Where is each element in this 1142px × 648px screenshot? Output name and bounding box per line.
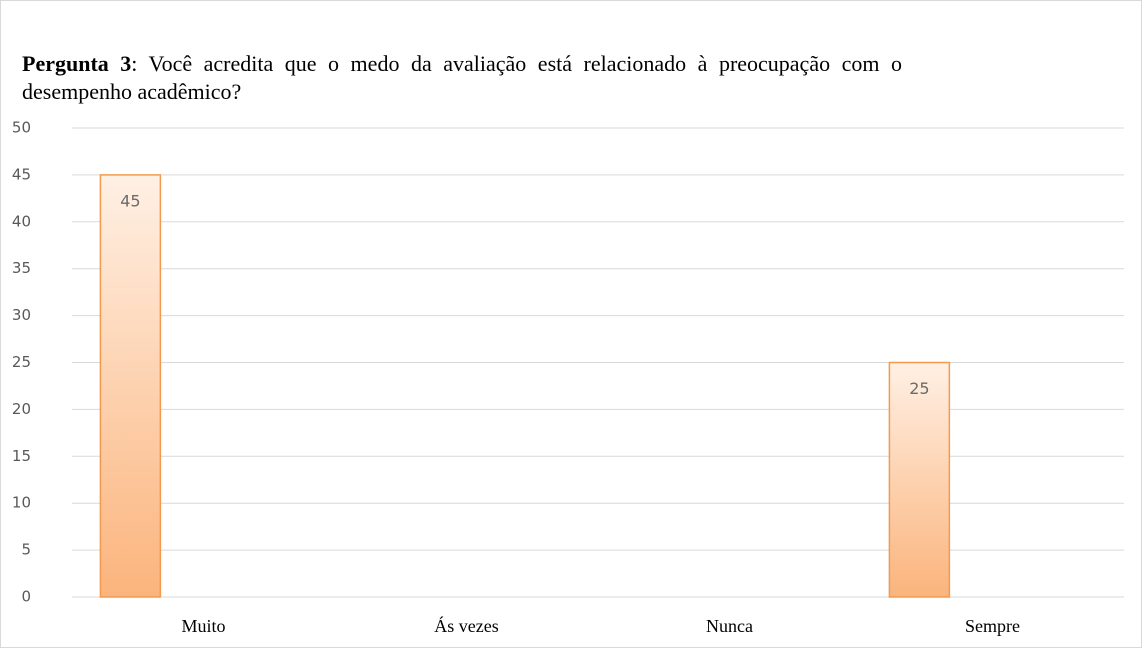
y-tick-label: 5 — [21, 541, 31, 559]
y-tick-label: 50 — [12, 119, 31, 137]
data-label: 25 — [909, 379, 929, 398]
title-text: : Você acredita que o medo da avaliação … — [22, 51, 903, 104]
x-tick-label: Sempre — [965, 616, 1020, 636]
chart-title: Pergunta 3: Você acredita que o medo da … — [22, 50, 902, 106]
bar — [99, 174, 162, 598]
y-tick-label: 40 — [12, 212, 31, 230]
y-tick-label: 15 — [12, 447, 31, 465]
bar — [888, 361, 951, 598]
x-tick-label: Muito — [181, 616, 225, 636]
y-tick-label: 20 — [12, 400, 31, 418]
data-label: 45 — [120, 191, 140, 210]
y-tick-label: 10 — [12, 494, 31, 512]
y-tick-label: 35 — [12, 259, 31, 277]
y-tick-label: 45 — [12, 165, 31, 183]
title-bold: Pergunta 3 — [22, 51, 132, 76]
y-tick-label: 30 — [12, 306, 31, 324]
y-tick-label: 0 — [21, 588, 31, 606]
x-tick-label: Nunca — [706, 616, 753, 636]
y-tick-label: 25 — [12, 353, 31, 371]
x-tick-label: Ás vezes — [434, 615, 498, 636]
